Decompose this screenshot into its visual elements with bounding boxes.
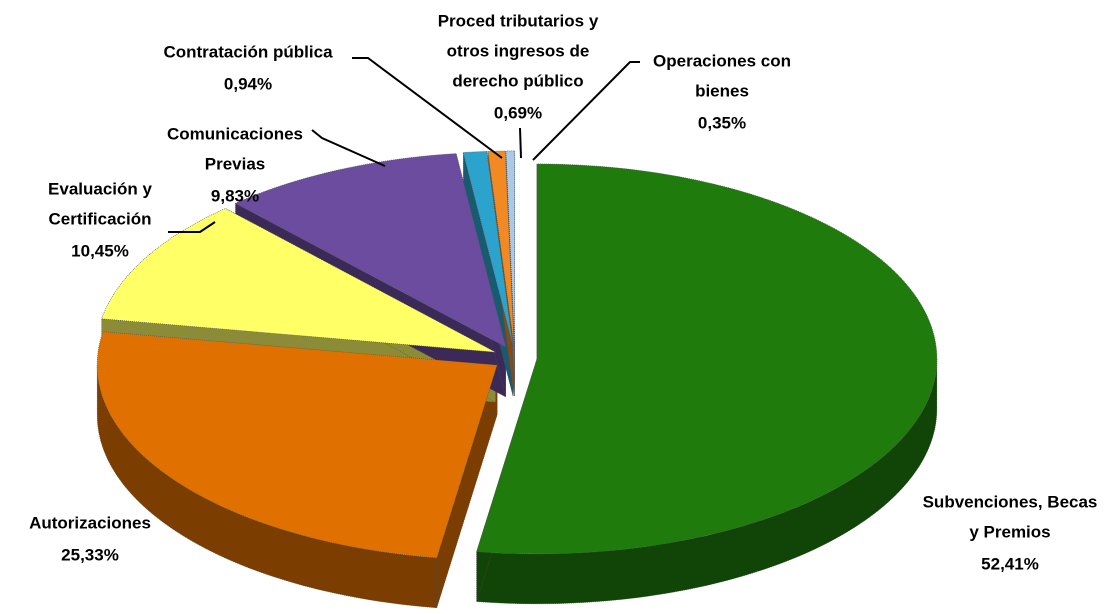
leader-line [168, 221, 216, 233]
category-label: Evaluación y [48, 179, 152, 198]
category-label: otros ingresos de [447, 41, 590, 60]
category-label: Comunicaciones [167, 124, 303, 143]
slice [505, 150, 516, 346]
slice [462, 151, 514, 347]
pie [96, 150, 938, 609]
category-label: bienes [695, 81, 749, 100]
value-label: 25,33% [61, 545, 119, 564]
leader-line [532, 61, 640, 161]
leader-line [352, 57, 503, 159]
category-label: Proced tributarios y [438, 11, 599, 30]
category-label: Contratación pública [163, 42, 333, 61]
category-label: Previas [205, 154, 266, 173]
category-label: Autorizaciones [29, 513, 151, 532]
category-label: y Premios [969, 522, 1050, 541]
value-label: 10,45% [71, 241, 129, 260]
value-label: 0,35% [698, 113, 746, 132]
category-label: Operaciones con [653, 51, 791, 70]
slice [476, 163, 938, 555]
value-label: 0,69% [494, 103, 542, 122]
category-label: derecho público [452, 71, 583, 90]
labels: Subvenciones, Becas y Premios 52,41% Autori… [29, 11, 1097, 573]
category-label: Subvenciones, Becas [923, 492, 1098, 511]
slice [234, 153, 507, 348]
leader-line [311, 129, 386, 167]
slice [96, 331, 498, 559]
category-label: Certificación [49, 209, 152, 228]
slice [101, 208, 496, 353]
value-label: 0,94% [224, 74, 272, 93]
slice [487, 150, 515, 346]
value-label: 9,83% [211, 186, 259, 205]
value-label: 52,41% [981, 554, 1039, 573]
leader-line [519, 127, 522, 159]
